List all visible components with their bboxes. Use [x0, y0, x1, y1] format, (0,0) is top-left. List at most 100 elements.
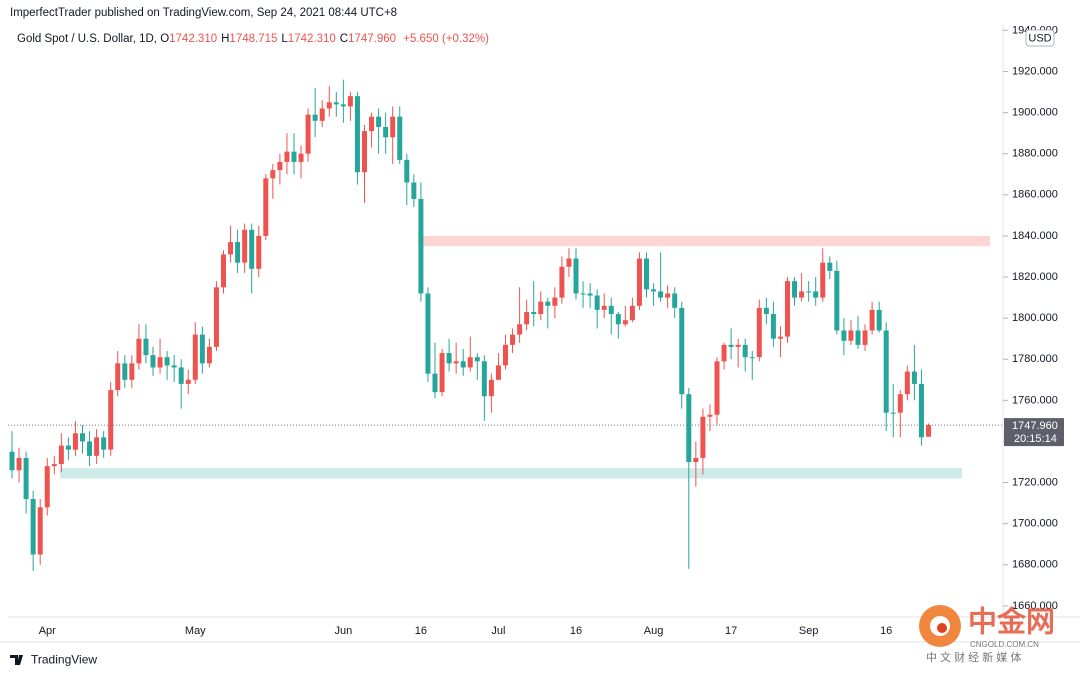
wm-site: CNGOLD.COM.CN — [970, 640, 1039, 649]
candle-body — [115, 363, 121, 391]
candle-body — [44, 466, 50, 508]
candle-body — [256, 235, 262, 269]
candle-body — [326, 102, 332, 109]
candle-body — [249, 229, 255, 269]
ohlc-label: O — [160, 33, 170, 45]
wm-slogan: 中 文 财 经 新 媒 体 — [926, 650, 1021, 664]
candle-body — [228, 242, 234, 255]
candle-body — [390, 116, 396, 138]
legend: Gold Spot / U.S. Dollar, 1D, O1742.310 H1… — [17, 33, 489, 45]
candle-body — [362, 131, 367, 173]
ohlc-label: C — [339, 33, 349, 45]
y-tick-label: 1900.000 — [1012, 106, 1058, 118]
candle-body — [799, 291, 805, 298]
candle-body — [813, 291, 819, 298]
ohlc-label: H — [221, 33, 230, 45]
wm-name: 中金网 — [968, 605, 1055, 639]
candle-body — [876, 309, 882, 331]
candle-body — [171, 365, 177, 368]
candle-body — [340, 104, 346, 107]
y-tick-label: 1820.000 — [1012, 271, 1058, 283]
candle-body — [594, 295, 600, 310]
countdown: 20:15:14 — [1014, 433, 1057, 445]
candle-body — [517, 324, 523, 335]
candle-body — [481, 361, 487, 397]
candle-body — [644, 258, 649, 290]
x-tick-label: Aug — [644, 625, 664, 637]
candle-body — [777, 336, 783, 339]
candle-body — [432, 373, 438, 393]
candle-body — [911, 371, 917, 384]
candle-body — [192, 334, 198, 380]
candle-body — [439, 353, 445, 393]
candle-body — [658, 291, 664, 298]
y-tick-label: 1760.000 — [1012, 394, 1058, 406]
candle-body — [926, 425, 931, 437]
watermark: 中金网 CNGOLD.COM.CN 中 文 财 经 新 媒 体 — [919, 605, 1055, 664]
currency: USD — [1028, 32, 1051, 44]
candle-body — [425, 293, 431, 374]
candle-body — [742, 344, 748, 358]
candle-body — [446, 353, 452, 364]
candle-body — [587, 293, 593, 296]
x-tick-label: 16 — [415, 625, 427, 637]
candle-body — [383, 126, 389, 138]
candle-body — [552, 297, 558, 306]
candle-body — [235, 242, 241, 263]
candle-body — [608, 305, 614, 315]
candle-body — [679, 307, 685, 395]
candle-body — [510, 334, 516, 345]
candle-body — [319, 108, 325, 121]
zone — [422, 235, 990, 247]
candle-body — [820, 262, 826, 298]
y-tick-label: 1920.000 — [1012, 65, 1058, 77]
candle-body — [242, 229, 248, 263]
candle-body — [263, 178, 269, 236]
candle-body — [354, 96, 360, 173]
x-tick-label: Jun — [334, 625, 352, 637]
candle-body — [503, 344, 508, 366]
ohlc: O1742.310 H1748.715 L1742.310 C1747.960 — [160, 33, 400, 45]
candle-body — [566, 258, 572, 267]
zones — [60, 235, 990, 479]
candle-body — [94, 437, 100, 456]
candle-body — [524, 311, 530, 325]
candle-body — [841, 330, 847, 341]
x-tick-label: Jul — [491, 625, 505, 637]
candle-body — [418, 198, 424, 294]
candle-body — [129, 363, 135, 380]
candle-body — [728, 344, 734, 347]
y-tick-label: 1840.000 — [1012, 230, 1058, 242]
candle-body — [545, 301, 551, 306]
candle-body — [792, 281, 798, 298]
y-tick-label: 1800.000 — [1012, 312, 1058, 324]
candle-body — [918, 383, 924, 438]
candle-body — [890, 412, 896, 414]
candle-body — [397, 116, 403, 160]
candle-body — [488, 379, 494, 397]
candle-body — [291, 151, 297, 162]
y-tick-label: 1780.000 — [1012, 353, 1058, 365]
y-tick-label: 1700.000 — [1012, 518, 1058, 530]
candle-body — [213, 287, 219, 347]
candle-body — [9, 451, 15, 471]
candle-body — [862, 330, 868, 345]
candle-body — [298, 153, 304, 162]
y-tick-label: 1660.000 — [1012, 600, 1058, 612]
candle-body — [270, 170, 276, 179]
candle-body — [763, 307, 769, 315]
candle-body — [672, 293, 678, 308]
candle-body — [143, 338, 149, 356]
candle-body — [80, 433, 85, 442]
candle-body — [615, 314, 621, 325]
publisher: ImperfectTrader published on TradingView… — [10, 7, 398, 19]
candle-body — [735, 344, 741, 347]
candle-body — [411, 182, 417, 199]
candle-body — [284, 151, 290, 162]
candle-body — [573, 258, 579, 294]
x-axis: Apr May Jun 16 Jul 16 Aug 17 Sep 16 — [39, 625, 893, 637]
candle-body — [770, 314, 776, 339]
candle-body — [136, 338, 142, 364]
candle-body — [453, 361, 459, 364]
candle-body — [749, 357, 755, 359]
